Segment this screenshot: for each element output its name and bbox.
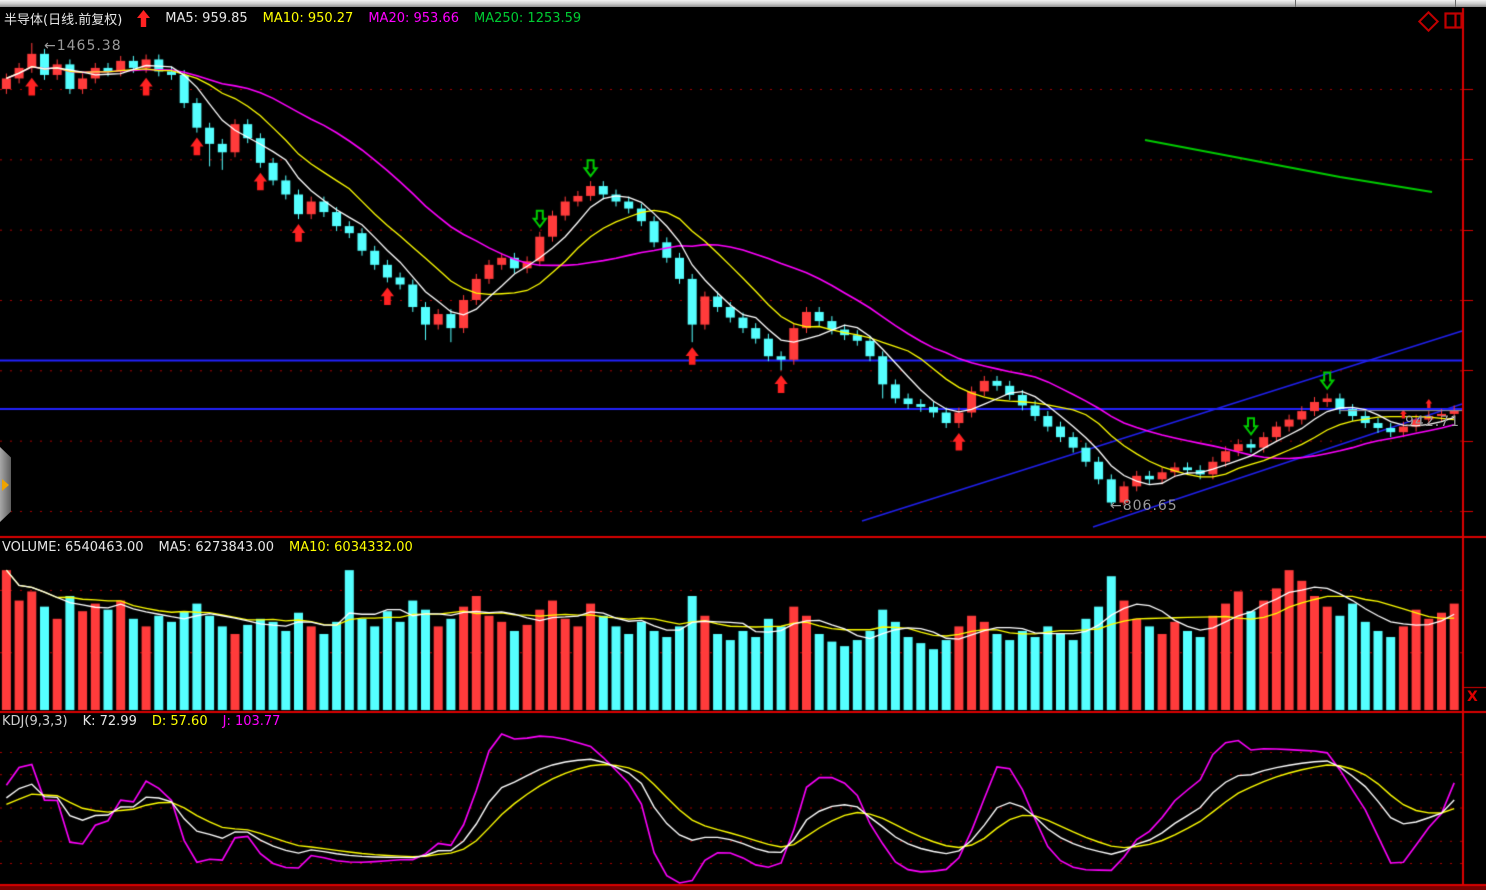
kdj-j-label: J: 103.77	[222, 714, 281, 729]
high-price-label: ←1465.38	[44, 38, 122, 54]
chart-title: 半导体(日线.前复权)	[4, 13, 123, 28]
volume-label: VOLUME: 6540463.00	[2, 540, 144, 555]
last-price-label: 942.71	[1405, 414, 1460, 430]
toolbar-edge-strip	[0, 0, 1486, 7]
kdj-d-label: D: 57.60	[151, 714, 208, 729]
kdj-k-label: K: 72.99	[82, 714, 137, 729]
ma10-label: MA10: 950.27	[262, 11, 354, 26]
window-restore-icon[interactable]	[1417, 10, 1440, 33]
strip-divider	[1295, 0, 1296, 7]
low-price-label: ←806.65	[1110, 498, 1178, 514]
trend-up-icon	[137, 10, 151, 27]
sidebar-expand-handle[interactable]	[0, 447, 11, 522]
ma20-label: MA20: 953.66	[368, 11, 459, 26]
panel-close-button[interactable]: X	[1467, 689, 1478, 705]
volume-ma10-label: MA10: 6034332.00	[289, 540, 413, 555]
price-panel-header: 半导体(日线.前复权) MA5: 959.85 MA10: 950.27 MA2…	[4, 9, 581, 28]
ma5-label: MA5: 959.85	[165, 11, 248, 26]
volume-panel-header: VOLUME: 6540463.00 MA5: 6273843.00 MA10:…	[2, 540, 413, 555]
kdj-panel-header: KDJ(9,3,3) K: 72.99 D: 57.60 J: 103.77	[2, 714, 280, 729]
ma250-label: MA250: 1253.59	[473, 11, 582, 26]
kdj-name-label: KDJ(9,3,3)	[2, 714, 68, 729]
volume-ma5-label: MA5: 6273843.00	[158, 540, 274, 555]
expand-arrow-icon	[2, 478, 9, 491]
strip-divider	[1455, 0, 1456, 7]
window-split-icon[interactable]	[1444, 12, 1463, 33]
